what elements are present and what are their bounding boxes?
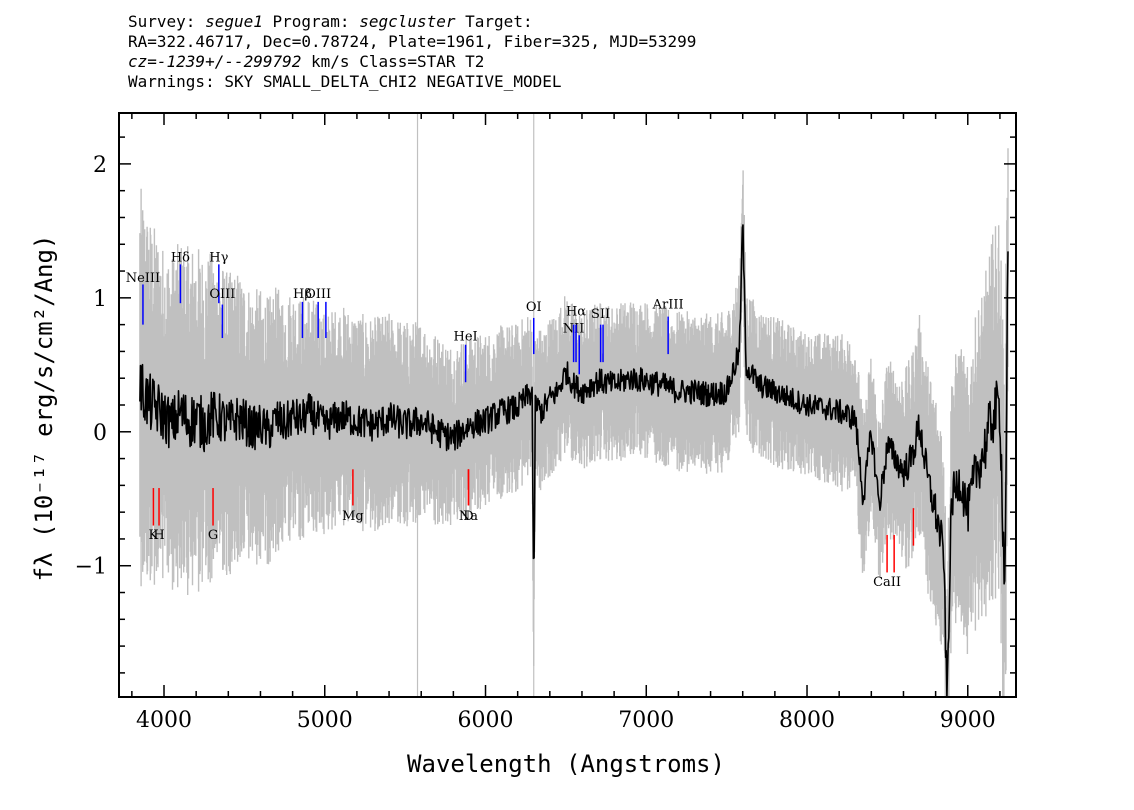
y-tick-label-1: 1 [93,287,107,312]
spectral-line-label-20: Na [459,509,478,524]
error-band-layer [139,113,1009,697]
header-survey-line: Survey: segue1 Program: segcluster Targe… [128,12,696,32]
y-tick-label-0: 0 [93,421,107,446]
spectral-line-label-18: G [208,528,218,543]
spectral-line-label-19: Mg [342,509,364,524]
spectral-line-label-22: CaII [873,575,901,590]
program-value: segcluster [359,12,456,31]
spectral-line-label-9: NII [563,322,585,337]
cz-value: cz=-1239+/--299792 [128,52,302,71]
x-axis-label: Wavelength (Angstroms) [407,750,725,778]
target-label: Target: [455,12,533,31]
spectral-line-label-8: OI [526,300,542,315]
header-warnings-line: Warnings: SKY SMALL_DELTA_CHI2 NEGATIVE_… [128,72,562,91]
x-tick-label-6000: 6000 [458,708,514,733]
spectral-line-label-15: ArIII [652,298,684,313]
header-coords-line: RA=322.46717, Dec=0.78724, Plate=1961, F… [128,32,697,51]
spectral-line-label-1: Hδ [171,251,190,266]
spectral-line-label-10: Hα [566,304,586,319]
y-tick-label-2: 2 [93,153,107,178]
spectral-line-label-16: K [149,528,159,543]
spectral-line-label-21: D [463,509,473,524]
header-cz-line: cz=-1239+/--299792 km/s Class=STAR T2 [128,52,696,72]
x-tick-label-7000: 7000 [618,708,674,733]
program-label: Program: [262,12,360,31]
spectral-line-label-0: NeIII [126,271,160,286]
axes-layer: 4000 5000 6000 7000 8000 9000 −1 0 1 2 [75,112,1017,733]
x-tick-label-5000: 5000 [297,708,353,733]
flux-layer [139,224,1009,698]
spectral-line-label-2: Hγ [209,251,228,266]
x-tick-label-8000: 8000 [779,708,835,733]
spectral-line-label-12: SII [591,307,610,322]
spectral-line-label-5: OIII [305,287,331,302]
cz-rest: km/s Class=STAR T2 [301,52,485,71]
spectral-line-label-17: H [153,528,164,543]
survey-label: Survey: [128,12,206,31]
survey-value: segue1 [205,12,263,31]
error-band [139,148,1009,697]
spectral-line-label-7: HeI [453,330,477,345]
x-tick-label-9000: 9000 [940,708,996,733]
spectral-line-label-4: Hβ [293,287,312,302]
plot-header: Survey: segue1 Program: segcluster Targe… [128,12,696,92]
spectral-line-label-3: OIII [209,287,235,302]
x-tick-label-4000: 4000 [136,708,192,733]
y-axis-label: fλ (10⁻¹⁷ erg/s/cm²/Ang) [30,235,58,582]
flux-trace [139,224,1009,698]
y-tick-label--1: −1 [75,555,107,580]
